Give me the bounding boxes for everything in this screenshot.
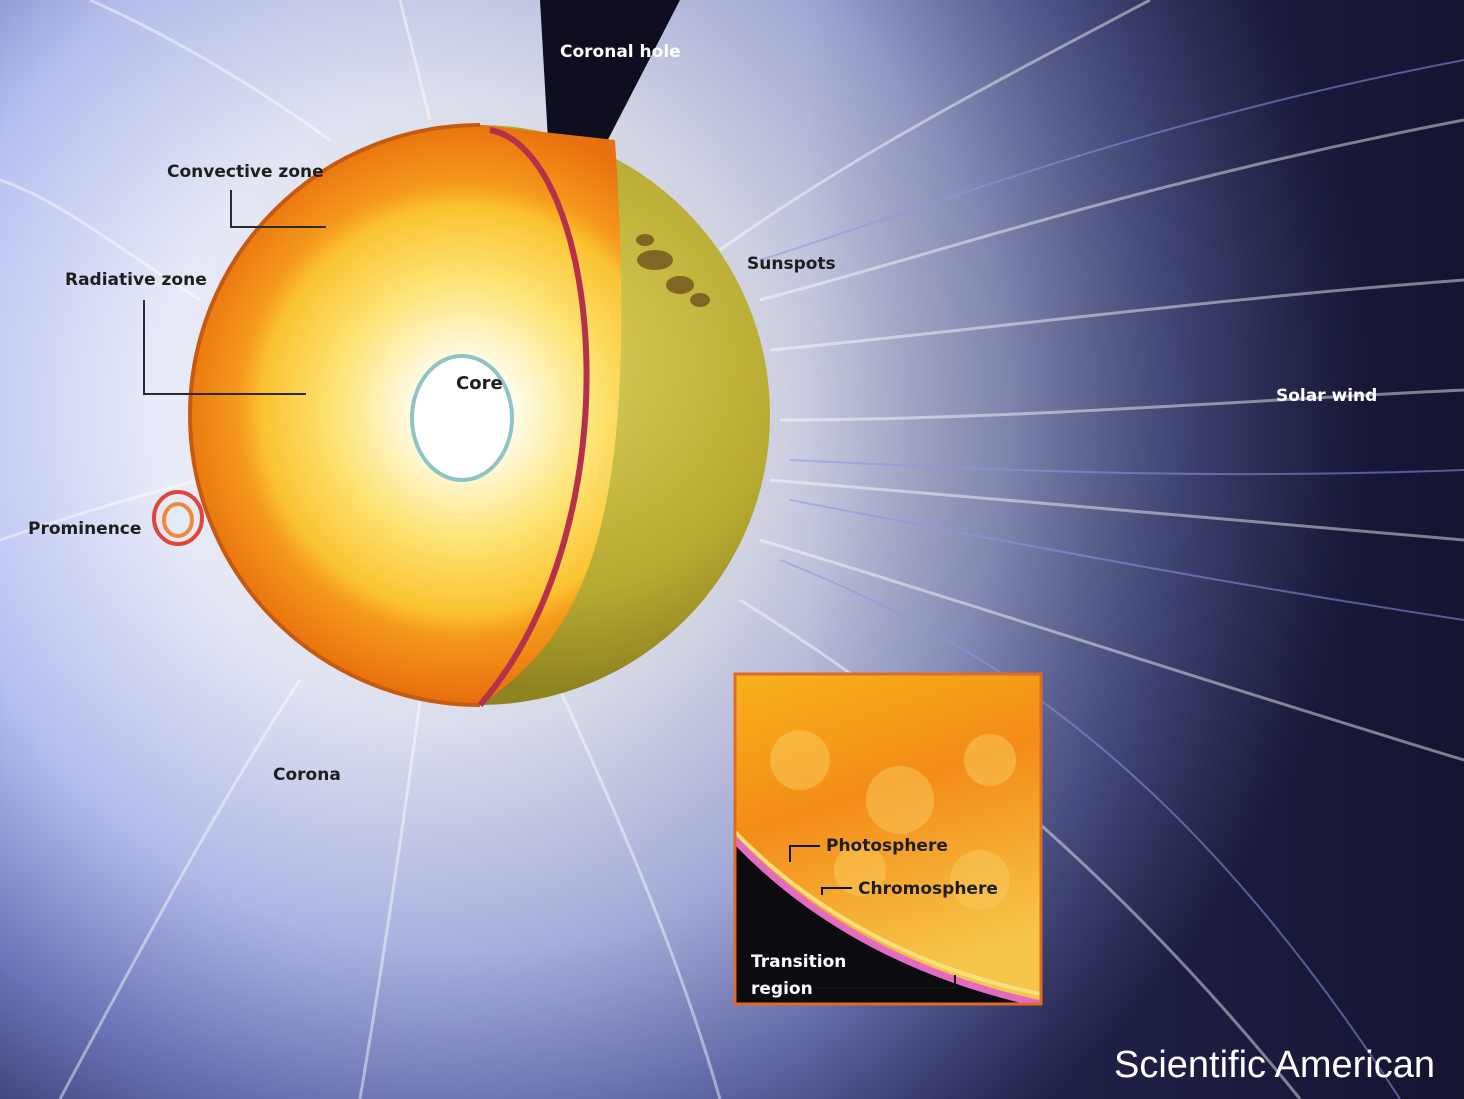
label-core: Core xyxy=(456,373,503,394)
label-transition-region-line1: Transition xyxy=(751,952,847,972)
label-photosphere: Photosphere xyxy=(826,836,948,856)
label-corona: Corona xyxy=(273,765,341,785)
label-prominence: Prominence xyxy=(28,519,142,539)
label-radiative-zone: Radiative zone xyxy=(65,270,207,290)
credit-text: Scientific American xyxy=(1114,1044,1436,1086)
label-transition-region-line2: region xyxy=(751,979,813,999)
label-sunspots: Sunspots xyxy=(747,254,836,274)
label-convective-zone: Convective zone xyxy=(167,162,324,182)
label-chromosphere: Chromosphere xyxy=(858,879,998,899)
label-solar-wind: Solar wind xyxy=(1276,386,1378,406)
label-coronal-hole: Coronal hole xyxy=(560,42,681,62)
